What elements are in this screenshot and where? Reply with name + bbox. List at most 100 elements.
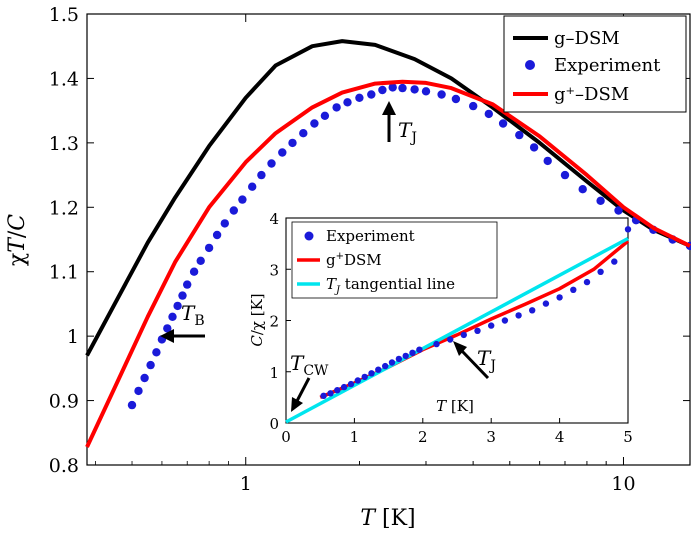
inset-experiment-point: [361, 373, 368, 381]
inset-y-tick-label: 1: [269, 364, 279, 382]
inset-y-tick-label: 2: [269, 313, 279, 331]
legend-label-experiment: Experiment: [554, 55, 661, 76]
experiment-point: [484, 109, 493, 119]
experiment-point: [614, 206, 623, 215]
legend-label-g-plus-dsm: g⁺–DSM: [554, 84, 629, 105]
experiment-point: [320, 111, 330, 121]
experiment-point: [140, 373, 149, 383]
annotation-tj-arrowhead: [382, 101, 396, 115]
inset-legend-label-g-plus-dsm: g+DSM: [326, 251, 382, 269]
experiment-point: [152, 348, 161, 357]
main-y-tick-label: 1.5: [49, 4, 79, 26]
experiment-point: [515, 130, 524, 140]
inset-annotation-tcw-label: TCW: [290, 351, 329, 379]
experiment-point: [196, 256, 205, 265]
inset-experiment-point: [395, 355, 403, 363]
inset-annotation-tcw-arrow: [295, 377, 311, 402]
inset-annotation-tcw-arrowhead: [291, 397, 303, 412]
inset-y-axis-label: C/χ [K]: [248, 293, 266, 346]
experiment-point: [578, 185, 587, 194]
experiment-point: [310, 119, 319, 128]
inset-x-tick-label: 0: [281, 428, 291, 446]
inset-x-tick-label: 5: [623, 428, 633, 446]
inset-experiment-point: [402, 352, 409, 360]
main-y-tick-label: 1.4: [49, 68, 79, 90]
experiment-point: [288, 138, 297, 148]
inset-experiment-point: [474, 327, 481, 334]
inset-experiment-point: [447, 336, 454, 343]
inset-experiment-point: [334, 387, 341, 394]
inset-series-line-t-j-tangential-line: [285, 236, 629, 424]
inset-legend-box: [291, 221, 498, 299]
experiment-point: [204, 243, 214, 253]
inset-experiment-point: [501, 317, 509, 324]
experiment-point: [332, 103, 341, 112]
experiment-point: [212, 230, 222, 240]
experiment-point: [451, 94, 461, 104]
experiment-point: [355, 93, 364, 103]
inset-experiment-point: [529, 307, 536, 314]
inset-x-tick-label: 2: [418, 428, 428, 446]
main-y-tick-label: 1.2: [49, 197, 79, 219]
annotation-tb-arrowhead: [160, 329, 174, 343]
annotation-tj: TJ: [382, 101, 417, 146]
experiment-point: [398, 83, 407, 93]
experiment-point: [299, 129, 308, 138]
inset-x-tick-label: 1: [350, 428, 360, 446]
main-y-tick-label: 1.1: [49, 262, 79, 284]
inset-experiment-point: [515, 312, 522, 319]
legend-label-g-dsm: g–DSM: [554, 28, 620, 49]
inset-experiment-point: [375, 366, 382, 373]
inset-x-tick-label: 3: [486, 428, 496, 446]
inset-experiment-point: [320, 392, 327, 399]
experiment-point: [378, 85, 387, 95]
inset-annotation-tj-arrowhead: [453, 341, 467, 356]
inset-series-layer: [285, 226, 632, 424]
experiment-point: [257, 170, 266, 180]
inset-experiment-point: [382, 362, 389, 370]
experiment-point: [238, 195, 247, 204]
series-line-g-dsm: [85, 79, 691, 448]
experiment-point: [498, 119, 508, 128]
inset-x-tick-label: 4: [555, 428, 565, 446]
experiment-point: [543, 156, 552, 166]
inset-experiment-point: [388, 359, 396, 366]
inset-annotation-tj: TJ: [453, 341, 496, 380]
experiment-point: [278, 148, 287, 157]
inset-annotation-tj-label: TJ: [477, 346, 496, 374]
inset-annotation-tcw: TCW: [290, 351, 329, 412]
main-series-layer: [85, 39, 691, 448]
experiment-point: [127, 400, 137, 410]
experiment-point: [229, 206, 238, 215]
inset-experiment-point: [354, 377, 361, 384]
experiment-point: [596, 196, 605, 205]
experiment-point: [220, 219, 229, 228]
experiment-point: [146, 360, 155, 370]
inset-legend-label-tangent: TJ tangential line: [326, 275, 455, 296]
experiment-point: [189, 267, 199, 276]
inset-x-axis-label: T [K]: [436, 397, 474, 415]
main-legend: g–DSM Experiment g⁺–DSM: [503, 15, 687, 113]
experiment-point: [178, 291, 187, 300]
main-plot-frame: [86, 13, 691, 466]
inset-experiment-point: [488, 322, 495, 329]
inset-experiment-point: [340, 383, 348, 391]
experiment-point: [469, 101, 478, 111]
experiment-point: [388, 83, 397, 92]
annotation-tb: TB: [160, 301, 205, 343]
annotation-tj-label: TJ: [398, 118, 417, 146]
inset-annotation-tj-arrow: [460, 349, 490, 380]
main-y-tick-label: 1.3: [49, 133, 79, 155]
main-y-tick-label: 0.9: [49, 391, 79, 413]
inset-experiment-point: [409, 349, 416, 356]
main-x-tick-label: 10: [611, 473, 635, 495]
inset-legend-swatch-experiment: [304, 231, 314, 241]
legend-swatch-experiment: [525, 60, 535, 70]
experiment-point: [437, 90, 446, 99]
series-line-g-dsm: [85, 39, 691, 357]
experiment-point: [367, 90, 376, 99]
experiment-point: [248, 182, 257, 191]
main-x-axis-label: T [K]: [360, 506, 415, 531]
inset-y-tick-label: 4: [269, 210, 279, 228]
